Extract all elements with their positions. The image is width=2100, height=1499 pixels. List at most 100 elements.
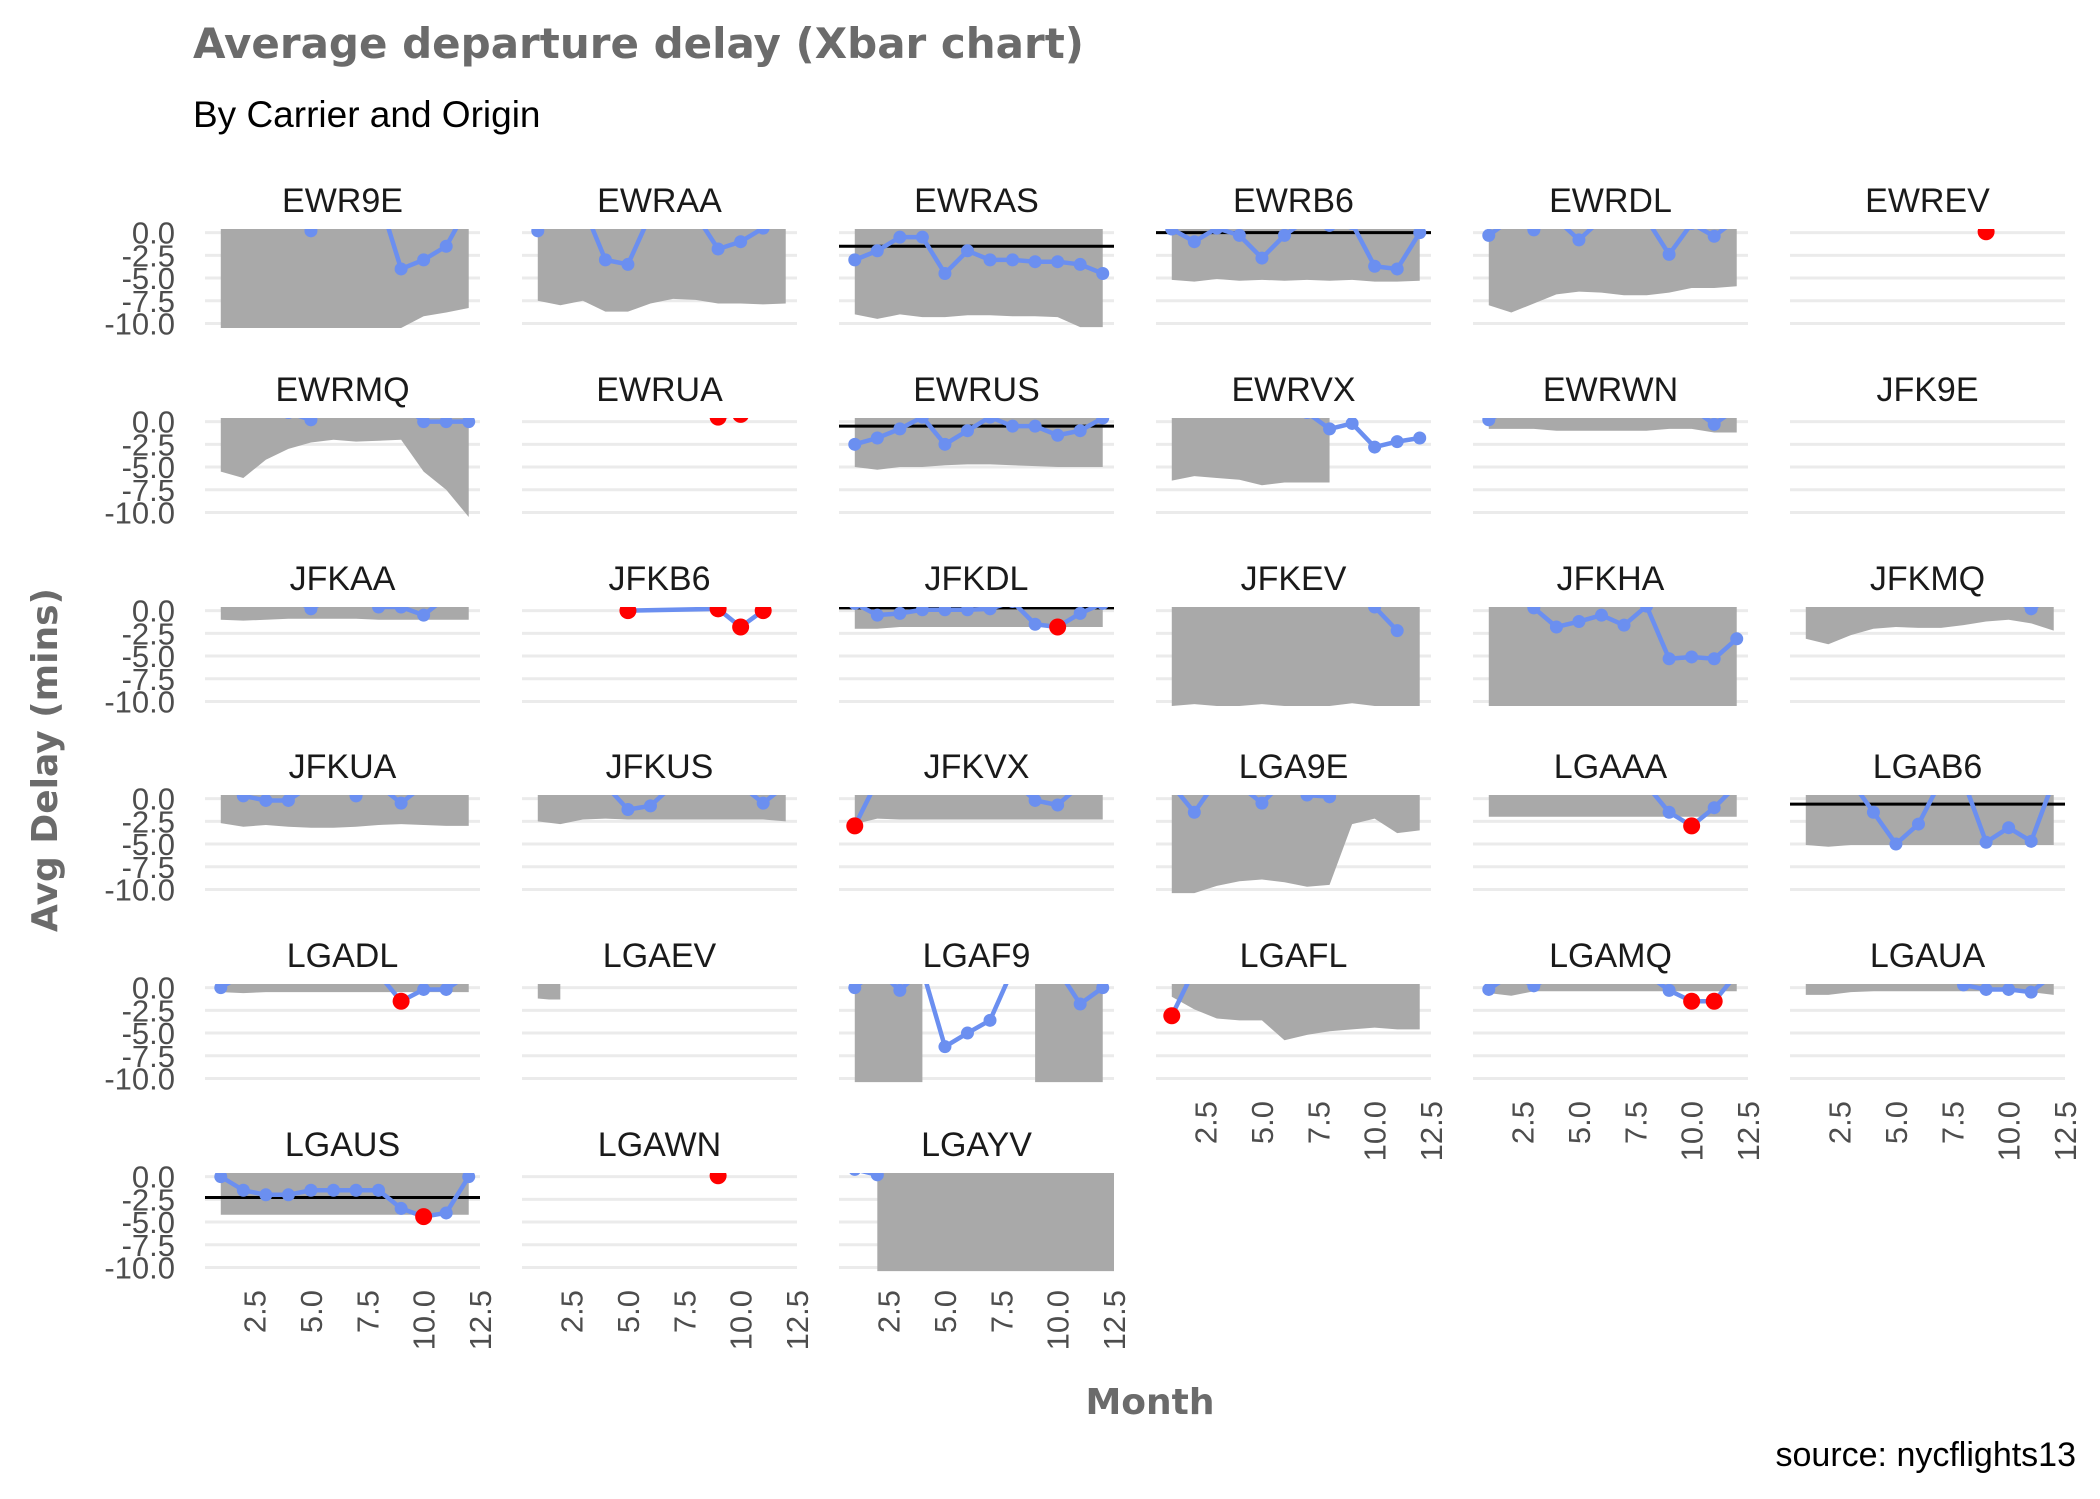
data-point [237,591,250,604]
x-tick-label: 10.0 [407,1290,442,1350]
y-tick-label: -2.5 [122,238,175,273]
data-point [1866,805,1880,819]
x-tick-label: 10.0 [1992,1101,2027,1161]
data-point [1662,652,1676,666]
data-point [554,963,567,976]
y-tick-label: -7.5 [122,850,175,885]
y-tick-label: -2.5 [122,993,175,1028]
out-of-control-point [754,607,772,620]
data-point [237,203,250,216]
data-point [1165,229,1179,236]
data-point [1505,402,1518,415]
data-point [259,1188,273,1202]
x-tick-label: 5.0 [294,1290,329,1333]
series-line [611,795,777,812]
panel-marks [1482,213,1743,313]
facet-label: JFKUS [606,748,714,786]
data-point [1979,835,1993,849]
facet-panel: EWRUS [839,371,1114,514]
x-tick-label: 10.0 [1358,1101,1393,1161]
data-point [1482,229,1496,242]
data-point [849,607,861,610]
series-line [627,607,765,630]
x-tick-label: 2.5 [238,1290,273,1333]
data-point [439,984,453,996]
y-tick-label: -10.0 [104,684,175,719]
data-point [1073,257,1087,271]
data-point [960,244,974,258]
y-tick-label: -2.5 [122,427,175,462]
data-point [1505,213,1518,226]
data-point [1685,650,1699,664]
y-tick-label: -5.0 [122,827,175,862]
facet-panel: LGAMQ 2.5 5.0 7.5 10.0 12.5 [1473,937,1766,1161]
facet-panel: EWRMQ 0.0-2.5-5.0-7.5-10.0 [104,371,480,530]
data-point [1390,624,1404,638]
data-point [1799,968,1812,981]
data-point [1074,779,1087,792]
control-band [537,229,786,312]
data-point [2047,591,2060,604]
data-point [1096,984,1110,995]
y-tick-label: -5.0 [122,450,175,485]
data-point [304,607,318,616]
data-point [938,607,952,617]
data-point [756,796,770,810]
facet-label: LGAEV [603,937,717,975]
data-point [462,418,476,429]
data-point [893,422,907,436]
x-tick-label: 2.5 [872,1290,907,1333]
panel-marks [1171,774,1420,894]
data-point [417,608,431,622]
data-point [2002,984,2016,996]
data-point [848,437,862,451]
facet-label: JFK9E [1876,371,1978,409]
facet-panel: JFKAA 0.0-2.5-5.0-7.5-10.0 [104,560,480,719]
y-tick-label: -10.0 [104,1061,175,1096]
data-point [1662,247,1676,261]
data-point [893,230,907,244]
data-point [462,1173,476,1184]
facet-panel: JFKUA 0.0-2.5-5.0-7.5-10.0 [104,748,480,907]
facet-label: JFKAA [290,560,396,598]
y-tick-label: 0.0 [132,405,175,440]
data-point [1187,235,1201,249]
facet-panel: JFKVX [839,748,1114,891]
y-tick-label: -2.5 [122,616,175,651]
data-point [2024,985,2038,999]
data-point [259,199,272,212]
x-tick-label: 7.5 [1301,1101,1336,1144]
data-point [214,984,228,995]
data-point [1844,774,1857,787]
data-point [1391,774,1404,787]
facet-label: EWRMQ [275,371,409,409]
facet-label: LGAYV [921,1126,1032,1164]
facet-label: LGAAA [1554,748,1668,786]
y-tick-label: 0.0 [132,1160,175,1195]
data-point [1346,963,1359,976]
data-point [259,397,272,410]
data-point [372,607,386,614]
facet-label: EWRUA [596,371,723,409]
facet-label: LGAF9 [923,937,1031,975]
data-point [214,208,227,221]
panel-marks [846,779,1103,835]
facet-panel: EWREV [1790,182,2065,325]
x-tick-label: 12.5 [780,1290,815,1350]
control-band [1171,418,1330,486]
x-tick-label: 2.5 [1506,1101,1541,1144]
out-of-control-point [732,418,749,423]
data-point [1662,984,1676,997]
data-point [2024,834,2038,848]
data-point [1028,795,1042,807]
control-band [537,984,561,1000]
facet-label: LGAB6 [1873,748,1983,786]
data-point [1730,213,1743,226]
data-point [1527,984,1541,993]
data-point [236,795,250,803]
data-point [1096,267,1110,281]
data-point [1640,607,1653,613]
y-tick-label: 0.0 [132,594,175,629]
out-of-control-point [1683,817,1701,835]
facet-panel: JFKEV [1156,560,1431,706]
